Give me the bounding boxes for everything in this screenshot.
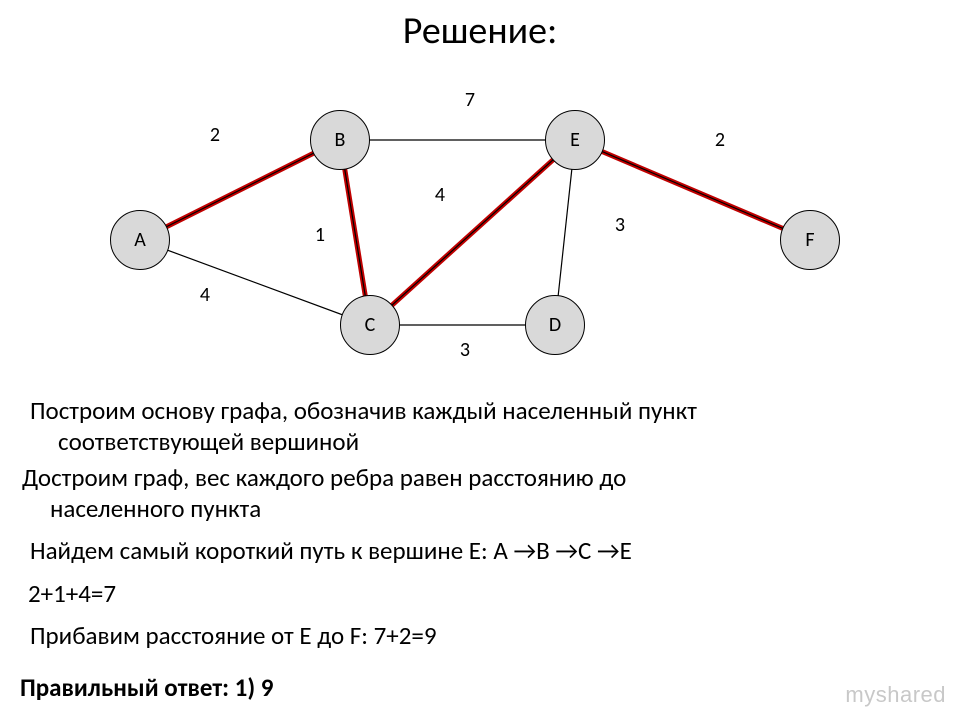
graph-node-f: F <box>780 210 840 270</box>
edge-weight: 3 <box>615 213 625 237</box>
para2-line2: населенного пункта <box>22 493 626 524</box>
paragraph-4: 2+1+4=7 <box>28 578 116 609</box>
graph-node-e: E <box>545 110 605 170</box>
para2-line1: Достроим граф, вес каждого ребра равен р… <box>22 462 626 493</box>
graph-node-c: C <box>340 295 400 355</box>
watermark-text: myshared <box>845 682 946 708</box>
edge <box>575 140 810 240</box>
edge-weight: 2 <box>715 128 725 152</box>
paragraph-5: Прибавим расстояние от E до F: 7+2=9 <box>30 620 437 651</box>
graph-node-b: B <box>310 110 370 170</box>
edge <box>140 240 370 325</box>
edge-weight: 4 <box>435 183 445 207</box>
page-title: Решение: <box>0 0 960 54</box>
graph-node-d: D <box>525 295 585 355</box>
edge-weight: 2 <box>210 123 220 147</box>
para1-line1: Построим основу графа, обозначив каждый … <box>30 395 697 426</box>
edge <box>140 140 340 240</box>
para1-line2: соответствующей вершиной <box>30 426 697 457</box>
paragraph-2: Достроим граф, вес каждого ребра равен р… <box>22 462 626 525</box>
paragraph-1: Построим основу графа, обозначив каждый … <box>30 395 697 458</box>
edge-weight: 4 <box>200 283 210 307</box>
answer-text: Правильный ответ: 1) 9 <box>20 672 273 703</box>
edge-weight: 7 <box>465 88 475 112</box>
edge-weight: 1 <box>315 223 325 247</box>
edge-weight: 3 <box>460 338 470 362</box>
graph-node-a: A <box>110 210 170 270</box>
graph-diagram: A B C D E F 2 4 7 1 4 3 3 2 <box>0 80 960 380</box>
paragraph-3: Найдем самый короткий путь к вершине E: … <box>30 535 632 566</box>
